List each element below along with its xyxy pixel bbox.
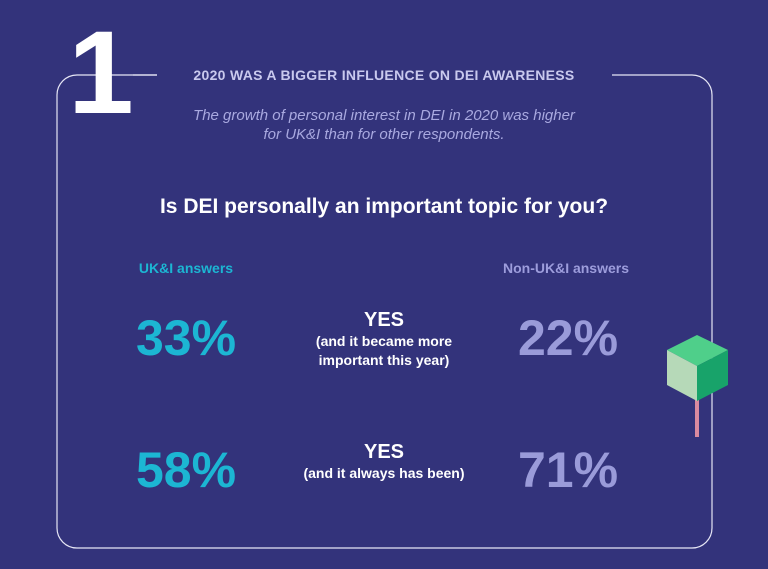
cube-left bbox=[667, 350, 697, 401]
cube-top bbox=[667, 335, 728, 366]
uk-percentage: 33% bbox=[136, 310, 236, 366]
answer-detail: (and it became more bbox=[316, 333, 452, 349]
answer-label: YES bbox=[364, 309, 404, 331]
non-uk-percentage: 22% bbox=[518, 310, 618, 366]
non-uk-percentage: 71% bbox=[518, 442, 618, 498]
cube-right bbox=[697, 350, 728, 401]
answer-rows: 33% 22% YES (and it became more important th… bbox=[136, 309, 618, 498]
cube-tree bbox=[667, 335, 728, 437]
answer-label: YES bbox=[364, 441, 404, 463]
section-number: 1 bbox=[68, 7, 134, 139]
subtitle: for UK&I than for other respondents. bbox=[264, 126, 505, 143]
section-title: 2020 WAS A BIGGER INFLUENCE ON DEI AWARE… bbox=[193, 67, 574, 83]
answer-detail: important this year) bbox=[319, 352, 450, 368]
uk-percentage: 58% bbox=[136, 442, 236, 498]
frame bbox=[56, 74, 713, 549]
question: Is DEI personally an important topic for… bbox=[160, 195, 608, 218]
column-heading: UK&I answers bbox=[139, 260, 233, 276]
subtitle: The growth of personal interest in DEI i… bbox=[193, 107, 576, 124]
column-heading: Non-UK&I answers bbox=[503, 260, 629, 276]
answer-detail: (and it always has been) bbox=[303, 465, 464, 481]
